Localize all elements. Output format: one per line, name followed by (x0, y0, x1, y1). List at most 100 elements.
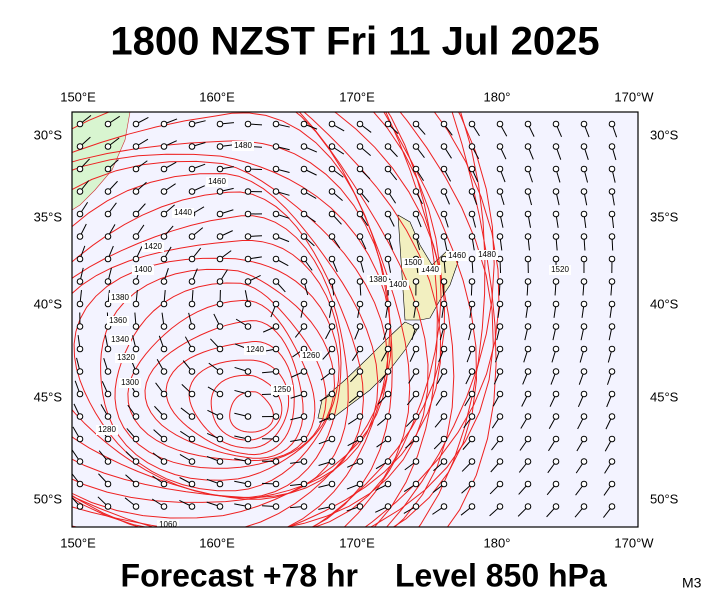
wind-station (553, 414, 559, 420)
wind-station (133, 391, 139, 397)
wind-station (105, 414, 111, 420)
wind-station (77, 481, 83, 487)
wind-station (273, 301, 279, 307)
wind-station (497, 121, 503, 127)
contour-label: 1480 (478, 250, 496, 259)
wind-station (497, 144, 503, 150)
wind-station (581, 369, 587, 375)
wind-station (217, 301, 223, 307)
wind-station (525, 346, 531, 352)
wind-station (553, 481, 559, 487)
lon-label-bottom: 170°W (614, 535, 654, 550)
wind-station (609, 481, 615, 487)
wind-station (189, 481, 195, 487)
wind-station (273, 324, 279, 330)
wind-station (581, 144, 587, 150)
wind-station (217, 414, 223, 420)
wind-station (273, 189, 279, 195)
wind-station (497, 414, 503, 420)
wind-station (357, 234, 363, 240)
wind-station (329, 256, 335, 262)
wind-station (161, 504, 167, 510)
wind-station (525, 414, 531, 420)
wind-station (609, 369, 615, 375)
wind-station (525, 166, 531, 172)
wind-station (301, 301, 307, 307)
wind-station (245, 301, 251, 307)
wind-station (133, 211, 139, 217)
contour-label: 1500 (404, 258, 422, 267)
wind-station (133, 369, 139, 375)
wind-station (385, 459, 391, 465)
wind-station (217, 144, 223, 150)
wind-station (357, 369, 363, 375)
wind-station (245, 234, 251, 240)
wind-station (133, 301, 139, 307)
wind-station (301, 121, 307, 127)
wind-station (245, 211, 251, 217)
wind-station (133, 436, 139, 442)
wind-station (245, 504, 251, 510)
wind-station (553, 234, 559, 240)
wind-station (497, 369, 503, 375)
wind-station (497, 211, 503, 217)
wind-station (329, 414, 335, 420)
wind-station (357, 346, 363, 352)
wind-station (301, 166, 307, 172)
wind-station (469, 234, 475, 240)
wind-station (581, 301, 587, 307)
wind-station (329, 211, 335, 217)
wind-station (525, 301, 531, 307)
wind-station (553, 189, 559, 195)
wind-station (385, 504, 391, 510)
wind-station (609, 189, 615, 195)
wind-station (469, 504, 475, 510)
wind-station (469, 211, 475, 217)
wind-station (441, 211, 447, 217)
wind-station (357, 414, 363, 420)
wind-station (301, 144, 307, 150)
wind-station (161, 324, 167, 330)
wind-station (553, 391, 559, 397)
wind-station (525, 391, 531, 397)
wind-station (609, 279, 615, 285)
wind-station (77, 166, 83, 172)
wind-station (441, 391, 447, 397)
wind-station (273, 346, 279, 352)
wind-station (609, 436, 615, 442)
wind-station (609, 234, 615, 240)
wind-station (301, 369, 307, 375)
wind-station (301, 324, 307, 330)
wind-station (469, 436, 475, 442)
wind-station (441, 256, 447, 262)
wind-station (133, 166, 139, 172)
wind-station (189, 436, 195, 442)
wind-station (441, 166, 447, 172)
wind-station (497, 481, 503, 487)
wind-station (273, 481, 279, 487)
wind-station (581, 436, 587, 442)
wind-station (245, 279, 251, 285)
wind-station (77, 391, 83, 397)
wind-station (329, 391, 335, 397)
wind-station (385, 166, 391, 172)
lon-label-bottom: 150°E (60, 535, 96, 550)
wind-station (385, 369, 391, 375)
wind-station (581, 189, 587, 195)
wind-station (469, 121, 475, 127)
lon-label-bottom: 160°E (199, 535, 235, 550)
wind-station (441, 324, 447, 330)
contour-label: 1520 (551, 265, 569, 274)
wind-station (245, 121, 251, 127)
wind-station (441, 346, 447, 352)
wind-station (525, 324, 531, 330)
wind-station (161, 234, 167, 240)
wind-station (609, 144, 615, 150)
wind-station (357, 189, 363, 195)
wind-station (441, 481, 447, 487)
wind-station (413, 301, 419, 307)
wind-station (161, 301, 167, 307)
wind-station (357, 121, 363, 127)
wind-station (525, 234, 531, 240)
wind-station (133, 279, 139, 285)
